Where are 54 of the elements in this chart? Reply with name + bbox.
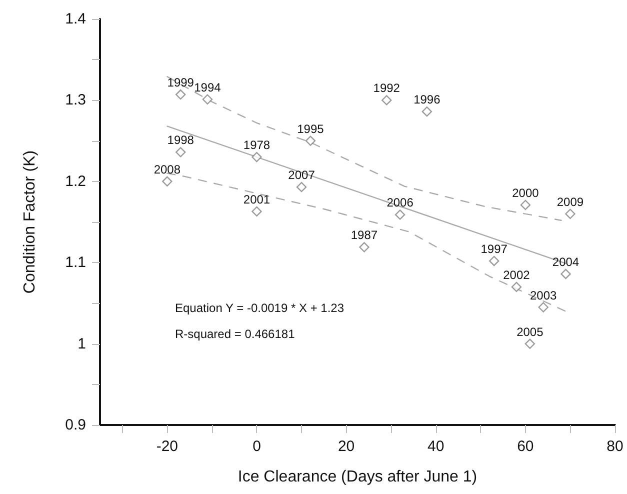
point [252,206,262,217]
point [296,182,307,192]
point [520,200,531,210]
y-tick-label: 1.3 [65,92,86,109]
point [176,147,186,158]
x-tick-label: 20 [338,438,355,455]
y-tick-label: 1 [78,335,86,352]
y-tick-label: 1.4 [65,10,86,28]
annotation: 2009 [556,194,584,209]
point [565,208,576,219]
point [560,268,571,280]
annotation: 1996 [414,92,441,107]
annotation: 1998 [167,133,194,148]
y-tick-label: 1.1 [65,254,86,272]
annotation: 1987 [350,228,378,242]
annotation: 1992 [373,81,400,96]
annotation: 2002 [503,268,530,282]
annotation: 1994 [194,80,222,94]
y-axis-title: Condition Factor (K) [22,150,38,294]
point [524,338,536,349]
annotation: 2004 [552,254,580,269]
point [382,95,392,106]
point [422,106,432,117]
annotation: 2008 [154,162,181,176]
annotation: 2005 [516,324,544,339]
x-tick-label: 60 [517,438,534,455]
x-tick-label: -20 [156,438,178,455]
y-tick-label: 1.2 [65,172,86,190]
annotation: 2007 [288,168,316,182]
annotation: R-squared = 0.466181 [175,327,296,341]
annotation: 2000 [512,186,540,200]
point [488,256,500,266]
point [202,94,213,104]
point [252,152,262,162]
point [538,302,548,312]
point [162,176,172,186]
annotation: 2006 [386,196,414,210]
point [176,89,186,100]
x-tick-label: 80 [606,438,624,455]
y-tick-label: 0.9 [65,416,86,434]
annotation: 2003 [530,288,558,302]
point [359,242,370,252]
annotation: 2001 [243,192,270,206]
annotation: 1999 [167,76,194,90]
x-tick-label: 0 [252,438,261,455]
x-axis-title: Ice Clearance (Days after June 1) [238,468,478,486]
annotation: Equation Y = -0.0019 * X + 1.23 [175,301,344,315]
annotation: 1997 [480,242,508,256]
point [394,210,406,220]
annotation: 1978 [243,138,270,152]
annotation: 1995 [297,122,324,136]
x-tick-label: 40 [428,438,444,455]
point [511,282,522,292]
point [305,136,316,146]
